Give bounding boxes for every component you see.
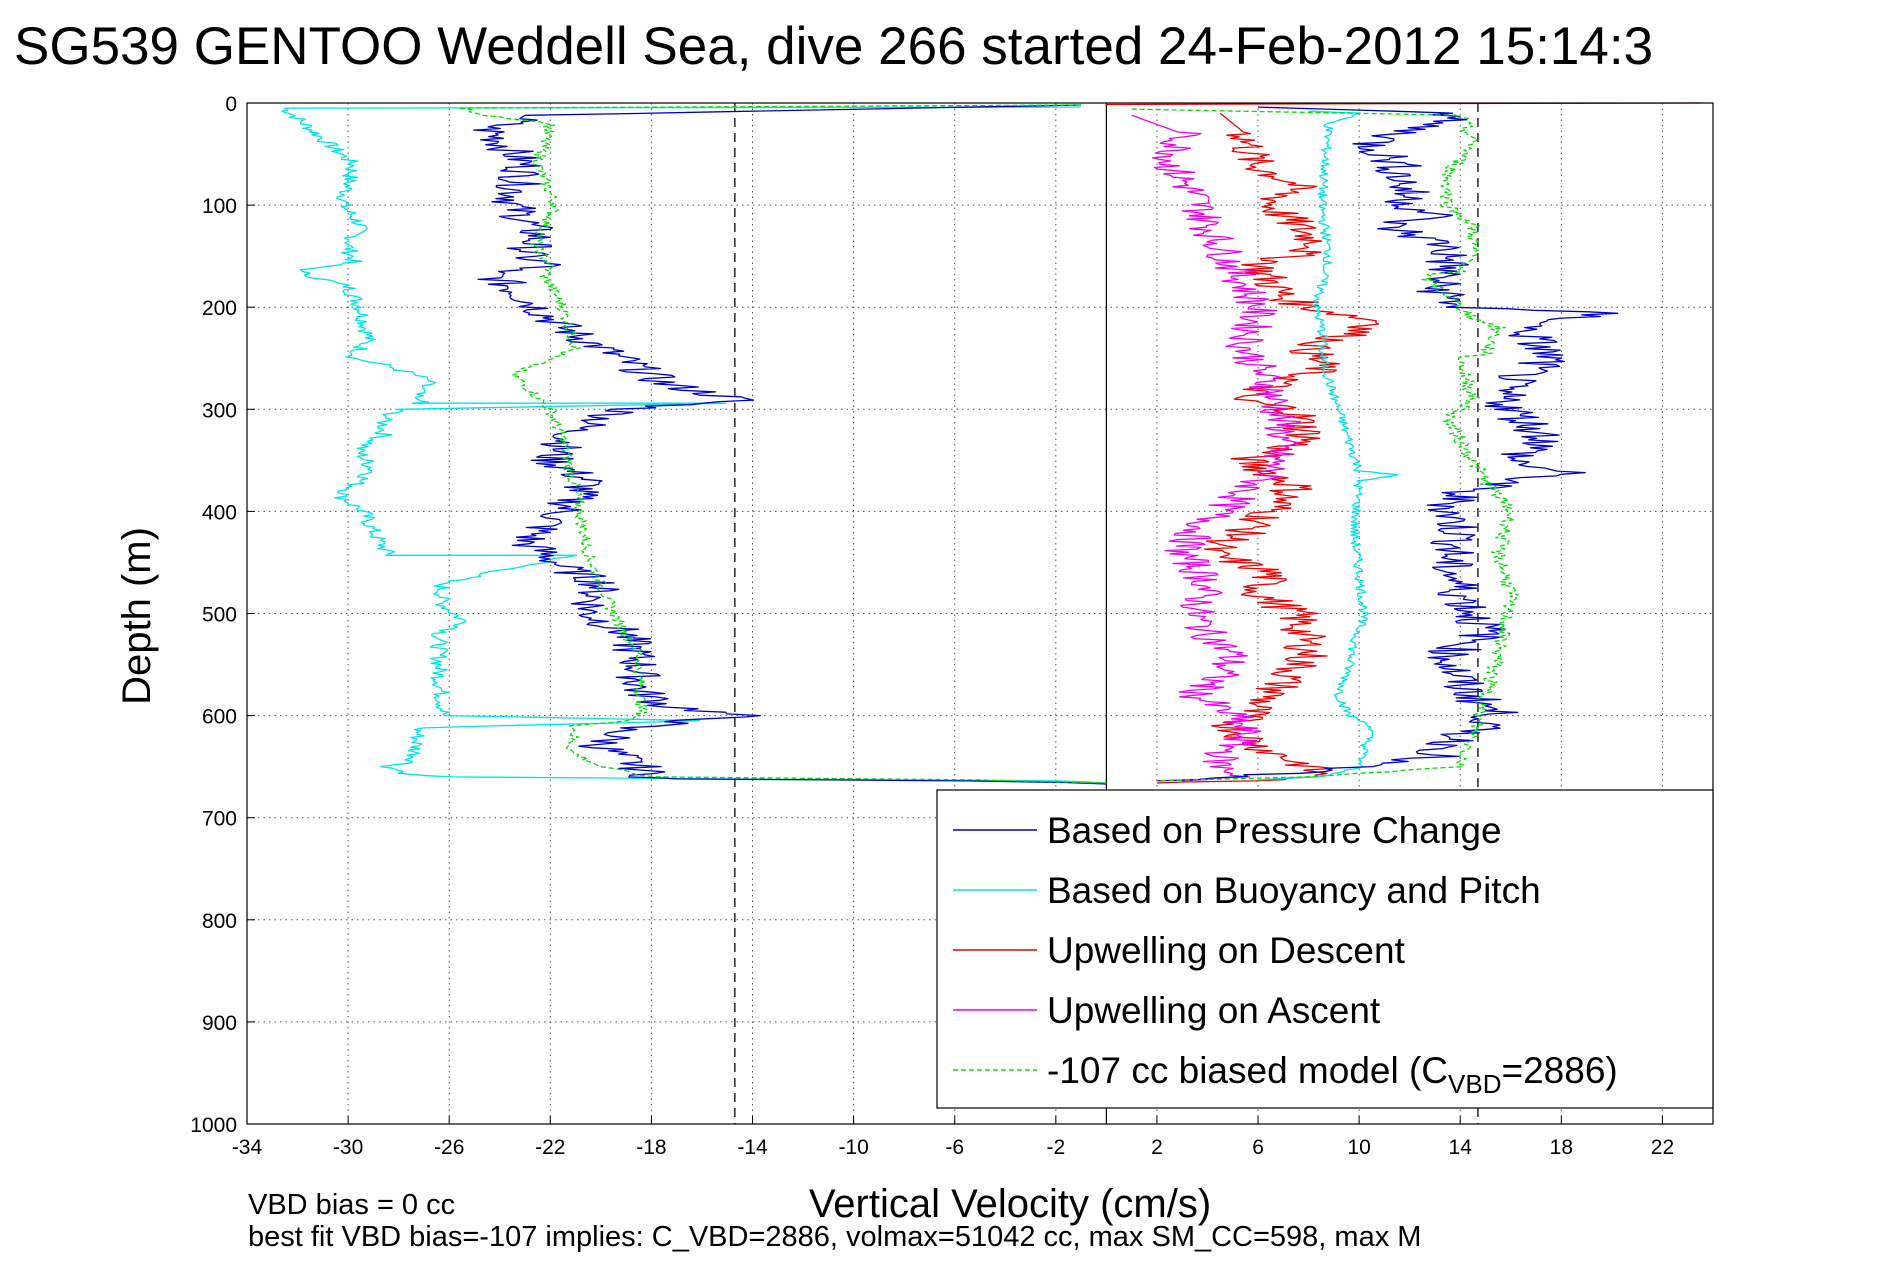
data-series xyxy=(281,102,1701,785)
series-line-3 xyxy=(1156,112,1380,784)
y-tick-label: 400 xyxy=(202,501,237,524)
x-tick-label: -30 xyxy=(333,1136,363,1159)
y-tick-label: 200 xyxy=(202,297,237,320)
legend-label-1: Based on Buoyancy and Pitch xyxy=(1047,870,1541,911)
series-line-1 xyxy=(473,104,1107,785)
legend-label-4: -107 cc biased model (CVBD=2886) xyxy=(1047,1050,1618,1099)
x-tick-label: 22 xyxy=(1651,1136,1674,1159)
y-tick-label: 100 xyxy=(202,195,237,218)
y-tick-label: 500 xyxy=(202,604,237,627)
legend: Based on Pressure Change Based on Buoyanc… xyxy=(936,789,1714,1109)
x-tick-label: -18 xyxy=(636,1136,666,1159)
series-line-0 xyxy=(281,106,1107,784)
x-tick-label: 2 xyxy=(1151,1136,1163,1159)
footer-best-fit: best fit VBD bias=-107 implies: C_VBD=28… xyxy=(248,1221,1421,1253)
x-tick-label: -14 xyxy=(737,1136,768,1159)
x-tick-label: 10 xyxy=(1347,1136,1370,1159)
x-tick-label: 14 xyxy=(1449,1136,1473,1159)
x-tick-label: -10 xyxy=(838,1136,868,1159)
y-tick-label: 700 xyxy=(202,808,237,831)
series-line-2 xyxy=(457,104,1107,784)
series-line-7 xyxy=(1131,108,1519,782)
x-tick-label: 6 xyxy=(1252,1136,1264,1159)
y-axis-label: Depth (m) xyxy=(115,527,159,705)
x-tick-label: -26 xyxy=(434,1136,464,1159)
y-tick-label: 600 xyxy=(202,706,237,729)
y-tick-label: 800 xyxy=(202,910,237,933)
x-axis-label: Vertical Velocity (cm/s) xyxy=(809,1182,1211,1226)
y-tick-label: 300 xyxy=(202,399,237,422)
legend-label-3: Upwelling on Ascent xyxy=(1047,990,1381,1031)
x-tick-label: 18 xyxy=(1550,1136,1573,1159)
y-tick-label: 1000 xyxy=(190,1114,237,1137)
y-tick-label: 900 xyxy=(202,1012,237,1035)
x-tick-label: -6 xyxy=(945,1136,964,1159)
x-tick-label: -22 xyxy=(535,1136,565,1159)
x-tick-label: -34 xyxy=(232,1136,263,1159)
legend-label-2: Upwelling on Descent xyxy=(1047,930,1406,971)
series-line-6 xyxy=(1156,106,1619,782)
x-tick-label: -2 xyxy=(1046,1136,1065,1159)
chart-title: SG539 GENTOO Weddell Sea, dive 266 start… xyxy=(14,17,1653,76)
footer-vbd-bias: VBD bias = 0 cc xyxy=(248,1189,455,1221)
series-line-5 xyxy=(1257,110,1399,781)
series-line-4 xyxy=(1131,114,1301,782)
legend-box xyxy=(936,789,1714,1109)
y-tick-label: 0 xyxy=(225,93,237,116)
axis-ticks: -34 -30 -26 -22 -18 -14 -10 -6 -2 2 6 10 14 18 2201002… xyxy=(190,93,1674,1159)
legend-label-0: Based on Pressure Change xyxy=(1047,810,1502,851)
